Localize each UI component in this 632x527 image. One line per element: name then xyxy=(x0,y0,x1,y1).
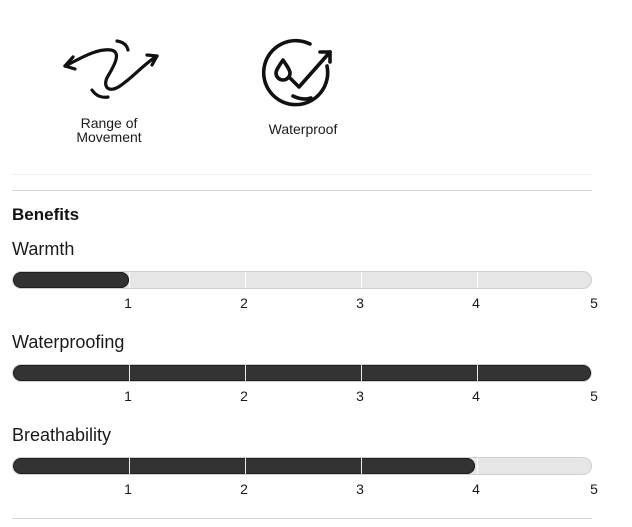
segment-divider xyxy=(477,272,478,288)
scale-tick-label: 2 xyxy=(240,481,248,497)
rating-name: Breathability xyxy=(12,425,112,445)
rating-track xyxy=(12,364,592,382)
scale-tick-label: 1 xyxy=(124,388,132,404)
range-of-movement-icon xyxy=(39,36,179,112)
segment-divider xyxy=(129,365,130,381)
divider-faint xyxy=(12,174,592,175)
segment-divider xyxy=(361,365,362,381)
segment-divider xyxy=(245,458,246,474)
segment-divider xyxy=(245,365,246,381)
scale-tick-label: 5 xyxy=(590,388,598,404)
scale-tick-label: 5 xyxy=(590,295,598,311)
scale-tick-label: 2 xyxy=(240,388,248,404)
feature-waterproof: Waterproof xyxy=(233,36,373,136)
scale-tick-label: 4 xyxy=(472,295,480,311)
section-divider xyxy=(12,190,592,191)
scale-tick-label: 2 xyxy=(240,295,248,311)
feature-label: Range of Movement xyxy=(76,115,142,145)
feature-range-of-movement: Range of Movement xyxy=(39,36,179,144)
rating-track xyxy=(12,457,592,475)
rating-waterproofing: Waterproofing 1 2 3 4 5 xyxy=(12,332,612,404)
rating-track xyxy=(12,271,592,289)
segment-divider xyxy=(129,272,130,288)
feature-label: Waterproof xyxy=(268,121,338,137)
segment-divider xyxy=(129,458,130,474)
scale-tick-label: 4 xyxy=(472,388,480,404)
waterproof-icon xyxy=(233,36,373,112)
benefits-heading: Benefits xyxy=(12,205,80,224)
scale-tick-label: 3 xyxy=(356,481,364,497)
segment-divider xyxy=(477,458,478,474)
scale-tick-label: 1 xyxy=(124,295,132,311)
segment-divider xyxy=(477,365,478,381)
segment-divider xyxy=(245,272,246,288)
scale-tick-label: 3 xyxy=(356,388,364,404)
rating-fill xyxy=(13,365,591,381)
scale-tick-label: 4 xyxy=(472,481,480,497)
rating-breathability: Breathability 1 2 3 4 5 xyxy=(12,425,612,497)
rating-warmth: Warmth 1 2 3 4 5 xyxy=(12,239,612,311)
rating-fill xyxy=(13,272,129,288)
scale-tick-label: 5 xyxy=(590,481,598,497)
rating-name: Waterproofing xyxy=(12,332,125,352)
features-section: Range of Movement Waterproof xyxy=(0,0,632,175)
rating-name: Warmth xyxy=(12,239,75,259)
scale-tick-label: 1 xyxy=(124,481,132,497)
segment-divider xyxy=(361,458,362,474)
rating-fill xyxy=(13,458,476,474)
section-divider-bottom xyxy=(12,518,592,519)
scale-tick-label: 3 xyxy=(356,295,364,311)
segment-divider xyxy=(361,272,362,288)
